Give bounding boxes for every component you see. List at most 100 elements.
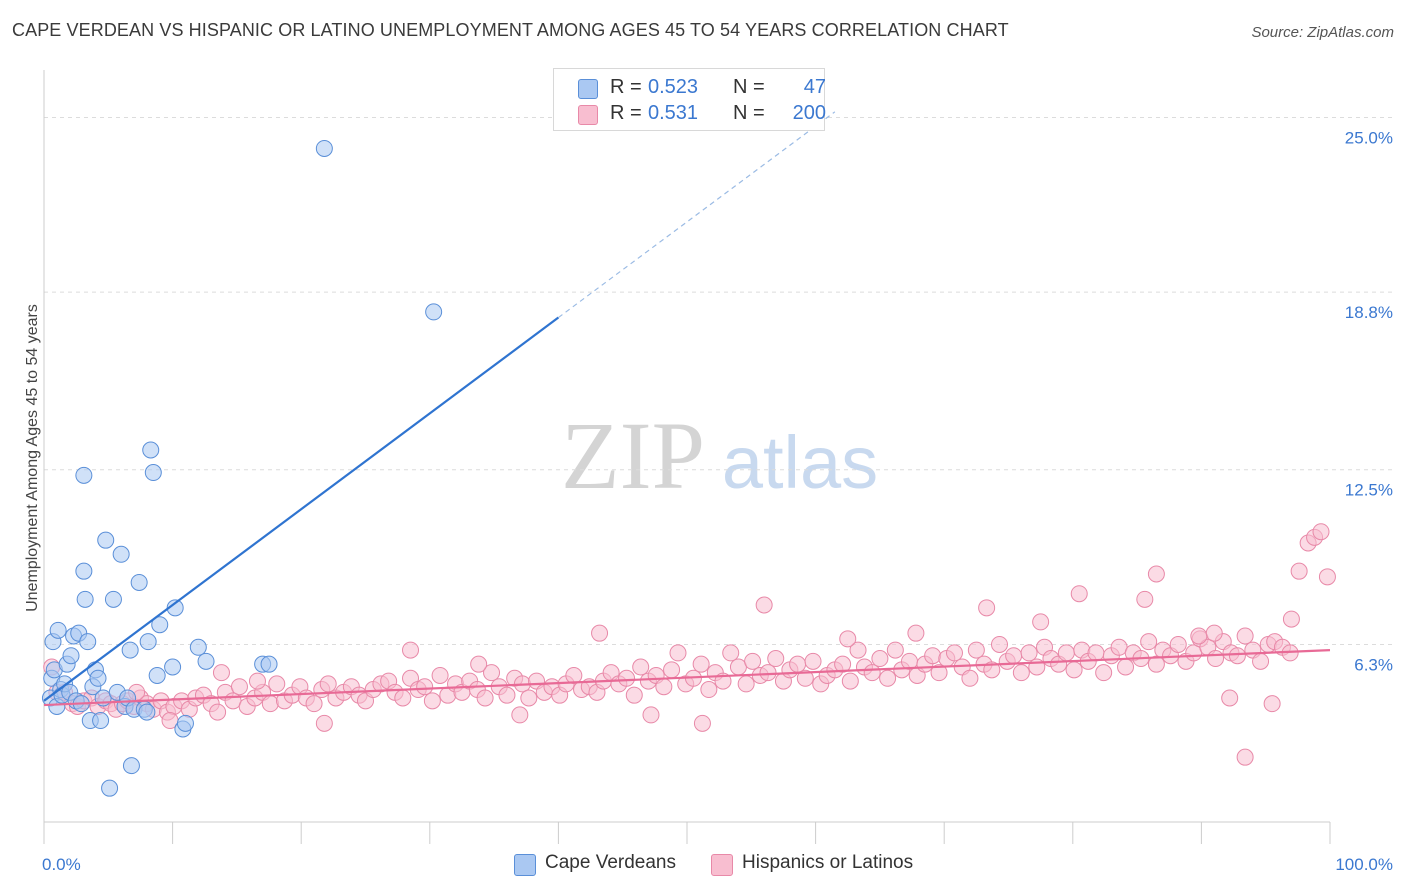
hispanic-point (224, 692, 242, 710)
hispanic-point (1318, 568, 1336, 586)
hispanic-point (248, 672, 266, 690)
source-label: Source: ZipAtlas.com (1251, 24, 1394, 41)
cape-verdean-point (76, 590, 94, 608)
legend-r-value: 0.531 (648, 102, 699, 124)
y-tick-label: 25.0% (1345, 128, 1393, 147)
cape-verdean-point (176, 714, 194, 732)
hispanic-point (834, 655, 852, 673)
hispanic-point (520, 689, 538, 707)
cape-verdean-point (121, 641, 139, 659)
hispanic-point (804, 652, 822, 670)
hispanic-point (669, 644, 687, 662)
cape-verdean-point (315, 139, 333, 157)
hispanic-point (642, 706, 660, 724)
legend-swatch-blue (514, 854, 536, 876)
hispanic-point (930, 664, 948, 682)
x-tick-label: 0.0% (42, 855, 81, 874)
hispanic-point (663, 661, 681, 679)
legend-r-value: 0.523 (648, 76, 699, 98)
hispanic-point (1095, 664, 1113, 682)
hispanic-point (305, 695, 323, 713)
hispanic-point (1087, 644, 1105, 662)
hispanic-point (839, 630, 857, 648)
hispanic-point (1290, 562, 1308, 580)
cape-verdean-point (139, 633, 157, 651)
hispanic-point (871, 650, 889, 668)
hispanic-point (983, 661, 1001, 679)
hispanic-point (1221, 689, 1239, 707)
hispanic-point (431, 666, 449, 684)
hispanic-point (1185, 644, 1203, 662)
hispanic-point (212, 664, 230, 682)
cape-verdean-point (130, 573, 148, 591)
hispanic-point (1169, 635, 1187, 653)
watermark: ZIP atlas (561, 402, 878, 509)
cape-verdean-point (122, 757, 140, 775)
y-tick-label: 12.5% (1345, 481, 1393, 500)
hispanic-point (394, 689, 412, 707)
hispanic-point (268, 675, 286, 693)
hispanic-point (693, 714, 711, 732)
hispanic-point (767, 650, 785, 668)
watermark-zip: ZIP (561, 402, 705, 509)
legend-swatch-blue (578, 79, 598, 99)
hispanic-point (1263, 695, 1281, 713)
hispanic-point (476, 689, 494, 707)
hispanic-point (886, 641, 904, 659)
cape-verdean-point (79, 633, 97, 651)
hispanic-point (632, 658, 650, 676)
cape-verdean-point (89, 669, 107, 687)
hispanic-point (841, 672, 859, 690)
cape-verdean-trend-line (43, 316, 560, 702)
hispanic-point (1228, 647, 1246, 665)
legend-stats: R = 0.523 N = 47 R = 0.531 N = 200 (553, 68, 826, 131)
hispanic-point (729, 658, 747, 676)
hispanic-point (879, 669, 897, 687)
hispanic-point (511, 706, 529, 724)
cape-verdean-point (144, 464, 162, 482)
cape-verdean-point (260, 655, 278, 673)
hispanic-point (483, 664, 501, 682)
cape-verdean-point (189, 638, 207, 656)
hispanic-point (470, 655, 488, 673)
cape-verdean-point (142, 441, 160, 459)
hispanic-point (498, 686, 516, 704)
hispanic-point (1190, 627, 1208, 645)
hispanic-point (1032, 613, 1050, 631)
y-tick-label: 18.8% (1345, 303, 1393, 322)
hispanic-point (722, 644, 740, 662)
x-tick-label: 100.0% (1335, 855, 1393, 874)
chart-title: CAPE VERDEAN VS HISPANIC OR LATINO UNEMP… (12, 20, 1009, 40)
hispanic-point (1136, 590, 1154, 608)
hispanic-point (1312, 523, 1330, 541)
cape-verdean-point (97, 531, 115, 549)
axes (43, 70, 1331, 844)
hispanic-point (1012, 664, 1030, 682)
legend-swatch-pink (578, 105, 598, 125)
cape-verdean-point (62, 647, 80, 665)
hispanic-point (1070, 585, 1088, 603)
legend-label: Hispanics or Latinos (742, 852, 914, 873)
hispanic-point (618, 669, 636, 687)
watermark-atlas: atlas (722, 421, 878, 504)
legend-n-value: 200 (792, 102, 826, 124)
hispanic-point (863, 664, 881, 682)
cape-verdean-trend-extension (558, 111, 836, 319)
hispanic-point (744, 652, 762, 670)
hispanic-point (1236, 627, 1254, 645)
hispanic-point (849, 641, 867, 659)
hispanic-point (1236, 748, 1254, 766)
tick-labels: 6.3% 12.5% 18.8% 25.0% 0.0% 100.0% (42, 128, 1393, 874)
cape-verdean-point (197, 652, 215, 670)
hispanic-point (1057, 644, 1075, 662)
hispanic-point (1205, 624, 1223, 642)
hispanic-point (789, 655, 807, 673)
hispanic-point (967, 641, 985, 659)
hispanic-point (737, 675, 755, 693)
hispanic-point (1282, 610, 1300, 628)
trend-lines (43, 111, 1331, 707)
cape-verdean-point (75, 562, 93, 580)
hispanic-point (692, 655, 710, 673)
hispanic-point (402, 641, 420, 659)
